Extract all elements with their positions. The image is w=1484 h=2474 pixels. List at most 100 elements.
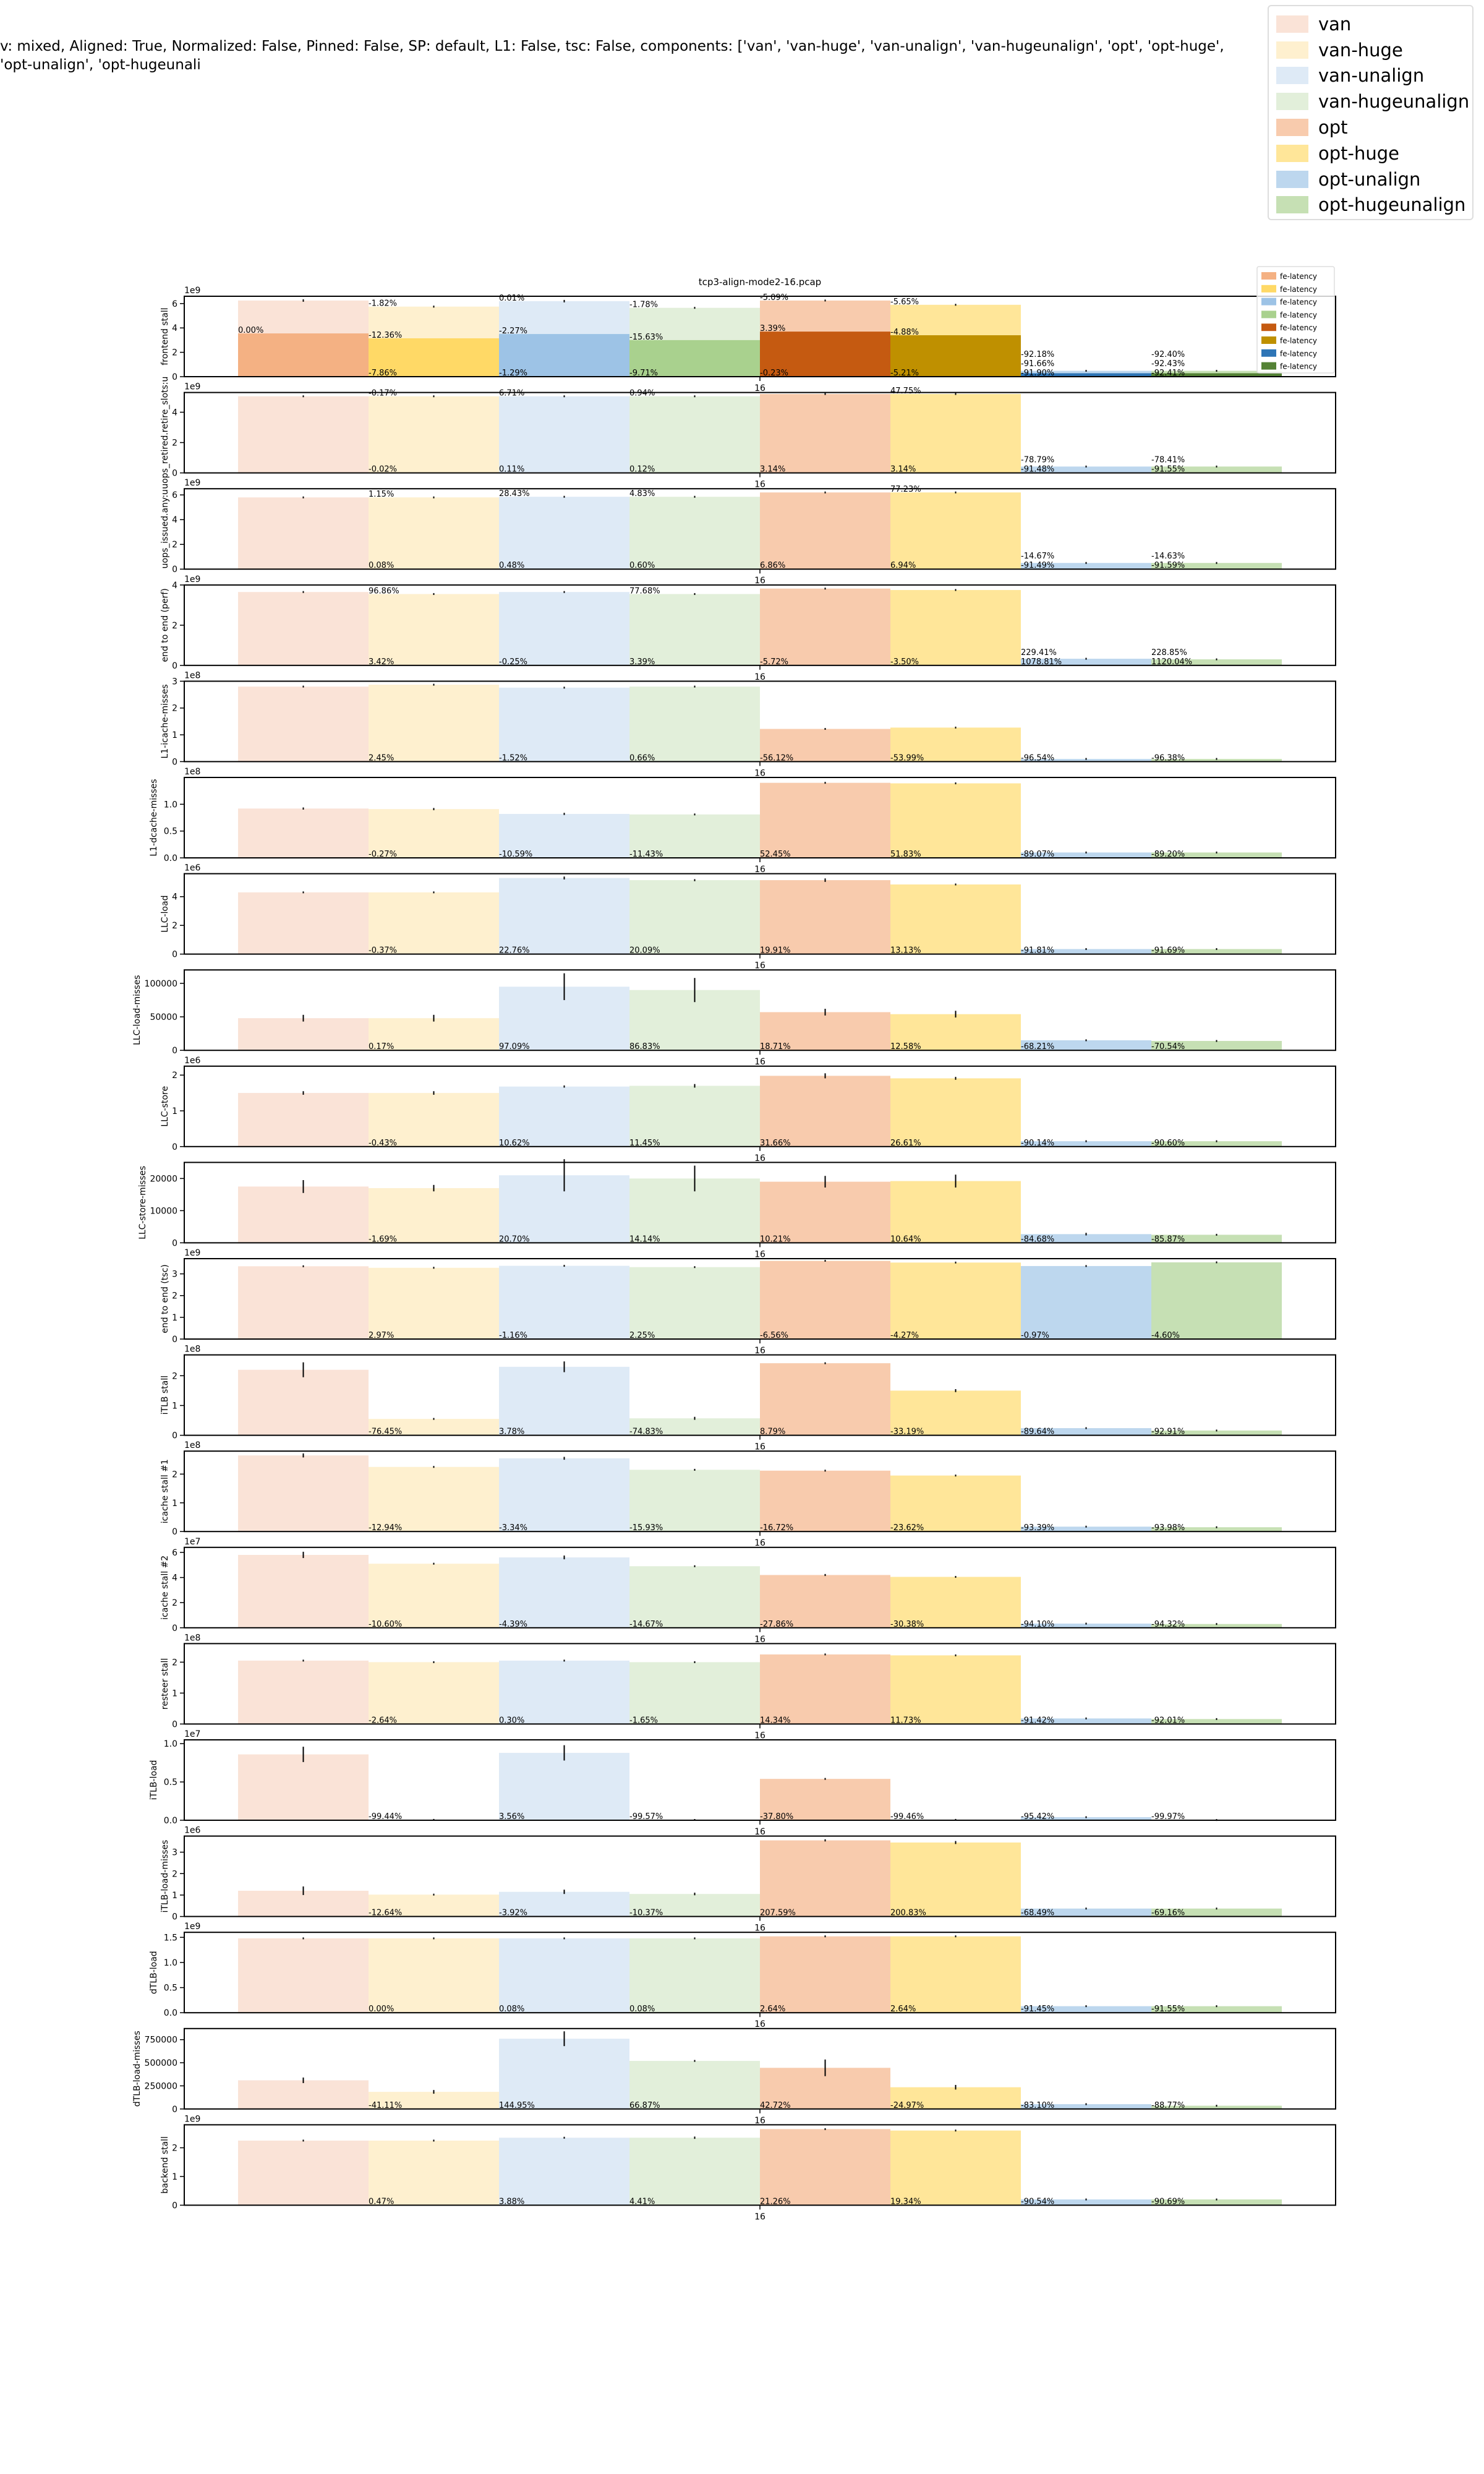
pct-label-bottom: -93.39% [1021,1523,1054,1533]
pct-label-bottom: 3.56% [499,1812,524,1821]
bar-van [238,1369,369,1436]
bar-van-hugeunalign [629,396,760,473]
legend-swatch [1276,196,1308,214]
pct-label-bottom: -89.64% [1021,1427,1054,1437]
pct-label-bottom: -41.11% [369,2101,402,2110]
pct-label-bottom: 10.64% [890,1235,921,1244]
x-tick-label: 16 [754,2212,765,2222]
y-tick-label: 0 [172,757,177,767]
pct-label-top: -1.78% [629,301,658,310]
pct-label-bottom: 0.30% [499,1716,524,1725]
bar-fe-latency-van-unalign [499,334,629,377]
pct-label-bottom: 4.41% [629,2197,655,2206]
y-axis-multiplier: 1e6 [184,863,201,873]
x-tick-label: 16 [754,1827,765,1837]
subplot-llc-load: -0.37% 22.76% 20.09% 19.91% 13.13% -91.81% -91… [160,863,1336,971]
pct-label-bottom: 86.83% [629,1042,660,1051]
y-tick-label: 2 [172,704,177,714]
pct-label-top: 47.75% [890,387,921,396]
pct-label-bottom: -96.38% [1151,753,1185,763]
pct-label-bottom: 0.17% [369,1042,394,1051]
bar-opt-unalign [1021,1718,1151,1724]
pct-label-bottom: 0.11% [499,465,524,474]
inner-legend-box [1256,266,1335,374]
pct-label-bottom: -1.16% [499,1331,527,1340]
pct-label-bottom: -85.87% [1151,1235,1185,1244]
pct-label-top: -5.65% [890,297,919,307]
pct-label-bottom: -94.10% [1021,1620,1054,1629]
legend-label: opt-huge [1318,142,1399,164]
pct-label-bottom: -3.50% [890,657,919,667]
inner-legend-fe-latency: fe-latency fe-latency fe-latency fe-latency… [1256,266,1335,374]
y-tick-label: 0 [172,1719,177,1729]
bar-van-hugeunalign [629,1894,760,1917]
pct-label-bottom: -0.27% [369,850,397,859]
bar-van-hugeunalign [629,687,760,762]
bar-opt-huge [890,727,1021,762]
bar-van [238,1455,369,1532]
pct-label-top: 1.15% [369,490,394,499]
bar-van-hugeunalign [629,1267,760,1339]
y-tick-label: 0 [172,1527,177,1537]
subplot-resteer-stall: -2.64% 0.30% -1.65% 14.34% 11.73% -91.42% -92.… [160,1633,1336,1740]
bar-opt-unalign [1021,659,1151,666]
y-tick-label: 0 [172,1624,177,1633]
bar-opt-hugeunalign [1151,1527,1282,1532]
y-axis-label: L1-icache-misses [160,684,170,758]
pct-label-bottom: 2.64% [890,2005,916,2014]
pct-label-bottom: -10.59% [499,850,532,859]
y-tick-label: 0.0 [164,2008,177,2018]
pct-label-bottom: -37.80% [760,1812,793,1821]
y-axis-label: icache stall #1 [160,1459,170,1523]
bar-van-unalign [499,813,629,858]
pct-label-bottom: -84.68% [1021,1235,1054,1244]
bar-opt-unalign [1021,1526,1151,1532]
y-axis-multiplier: 1e8 [184,1633,200,1643]
bar-van-hugeunalign [629,1470,760,1532]
pct-label-bottom: 26.61% [890,1139,921,1148]
inner-legend-swatch [1261,336,1276,344]
y-tick-label: 0.5 [164,1984,177,1993]
x-tick-label: 16 [754,383,765,393]
bar-opt-unalign [1021,1265,1151,1339]
bar-opt-huge [890,1843,1021,1917]
inner-legend-swatch [1261,323,1276,332]
x-tick-label: 16 [754,1635,765,1645]
pct-label-bottom: 0.60% [629,561,655,570]
bar-van-hugeunalign [629,2138,760,2206]
y-tick-label: 2 [172,621,177,631]
x-tick-label: 16 [754,961,765,971]
subplot-llc-store-misses: -1.69% 20.70% 14.14% 10.21% 10.64% -84.68% -85… [138,1159,1336,1259]
bar-opt-huge [890,1390,1021,1436]
y-axis-multiplier: 1e9 [184,2114,200,2124]
pct-label-bottom: -7.86% [369,369,397,378]
y-axis-multiplier: 1e9 [184,1922,200,1932]
subplot-icache-stall-1: -12.94% -3.34% -15.93% -16.72% -23.62% -93.39… [160,1440,1336,1548]
legend-label: opt [1318,117,1348,139]
bar-opt-huge [890,1577,1021,1628]
pct-label-bottom: 2.45% [369,753,394,763]
y-tick-label: 0 [172,1431,177,1441]
pct-label-bottom: -12.64% [369,1909,402,1918]
pct-label-top: 228.85% [1151,648,1187,657]
pct-label-bottom: -91.49% [1021,561,1054,570]
bar-opt [760,1076,890,1147]
bar-opt-huge [890,884,1021,954]
legend-label: van [1318,13,1352,35]
bar-van-unalign [499,497,629,570]
y-tick-label: 2 [172,921,177,931]
y-axis-label: backend stall [160,2136,170,2194]
bar-opt-hugeunalign [1151,659,1282,666]
bar-opt-unalign [1021,2199,1151,2206]
subplot-llc-store: -0.43% 10.62% 11.45% 31.66% 26.61% -90.14% -90… [160,1056,1336,1163]
x-tick-label: 16 [754,1249,765,1259]
x-tick-label: 16 [754,576,765,586]
x-tick-label: 16 [754,1057,765,1067]
bar-van-huge [369,1938,499,2013]
bar-opt-hugeunalign [1151,2105,1282,2109]
x-tick-label: 16 [754,1346,765,1356]
bar-van-huge [369,1894,499,1917]
y-tick-label: 1 [172,1106,177,1116]
bar-van [238,592,369,666]
